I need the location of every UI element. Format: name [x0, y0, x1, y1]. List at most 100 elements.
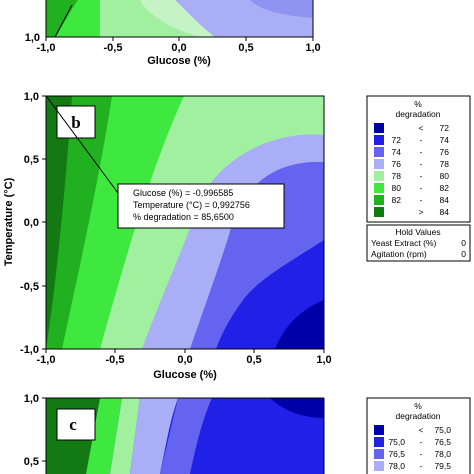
panel-b-band-lt72	[275, 300, 324, 349]
panel-c-band-lt75	[270, 398, 324, 418]
panel-b-y-tick-label: 1,0	[24, 91, 39, 103]
legend-row-6-sep: -	[420, 195, 423, 205]
legend-swatch-gt84	[374, 207, 384, 217]
panel-c-row-3-sep: -	[420, 461, 423, 471]
panel-b: b Glucose (%) = -0,996585 Temperature (°…	[3, 91, 471, 381]
panel-b-x-tick-label: 1,0	[316, 354, 331, 366]
legend-row-7-sep: >	[419, 207, 424, 217]
legend-row-0-sep: <	[419, 123, 424, 133]
panel-c-row-3-a: 78,0	[388, 461, 405, 471]
panel-c-row-1-b: 76,5	[434, 437, 451, 447]
panel-b-y-tick-label: 0,0	[24, 217, 39, 229]
legend-row-2-sep: -	[420, 147, 423, 157]
panel-b-y-tick-label: -1,0	[20, 344, 39, 356]
panel-b-x-tick-label: -0,5	[106, 354, 125, 366]
panel-c-swatch-75-76	[374, 437, 384, 447]
legend-row-3-b: 78	[440, 159, 450, 169]
hold-values-title: Hold Values	[395, 227, 440, 237]
legend-row-4-b: 80	[440, 171, 450, 181]
hold-values-row-2-label: Agitation (rpm)	[371, 249, 427, 259]
panel-a-x-tick-label: 0,5	[238, 42, 253, 54]
panel-c-row-3-b: 79,5	[434, 461, 451, 471]
legend-row-3-sep: -	[420, 159, 423, 169]
panel-a-x-tick-label: -1,0	[37, 42, 56, 54]
panel-b-x-tick-label: -1,0	[37, 354, 56, 366]
panel-c-swatch-lt75	[374, 425, 384, 435]
panel-b-x-tick-label: 0,5	[246, 354, 261, 366]
panel-b-x-tick-label: 0,0	[177, 354, 192, 366]
panel-b-y-axis-label: Temperature (°C)	[3, 177, 15, 266]
panel-c-row-0-b: 75,0	[434, 425, 451, 435]
panel-b-legend-title-2: degradation	[396, 109, 441, 119]
legend-row-5-sep: -	[420, 183, 423, 193]
panel-b-y-ticks: 1,0 0,5 0,0 -0,5 -1,0	[20, 91, 46, 356]
legend-row-0-b: 72	[440, 123, 450, 133]
panel-b-legend-title-1: %	[414, 99, 422, 109]
hold-values-row-1-label: Yeast Extract (%)	[371, 238, 437, 248]
panel-a-contour	[46, 0, 313, 37]
panel-c-row-1-sep: -	[420, 437, 423, 447]
panel-a-x-tick-label: -0,5	[104, 42, 123, 54]
panel-b-tooltip-line-1: Glucose (%) = -0,996585	[133, 188, 233, 198]
panel-c: c 1,0 0,5 % degradation < 75,0 75,0 - 76…	[24, 393, 471, 474]
panel-c-row-2-b: 78,0	[434, 449, 451, 459]
legend-row-1-a: 72	[392, 135, 402, 145]
legend-swatch-80-82	[374, 183, 384, 193]
panel-b-letter-box	[56, 105, 96, 139]
panel-c-swatch-76-78	[374, 449, 384, 459]
panel-c-row-0-sep: <	[419, 425, 424, 435]
panel-b-hold-values: Hold Values Yeast Extract (%) 0 Agitatio…	[366, 224, 471, 262]
panel-a: 1,0 -1,0 -0,5 0,0 0,5 1,0 Glucose (%)	[25, 0, 321, 67]
panel-b-tooltip	[117, 183, 285, 229]
legend-swatch-72-74	[374, 135, 384, 145]
panel-c-row-2-sep: -	[420, 449, 423, 459]
panel-c-row-1-a: 75,0	[388, 437, 405, 447]
panel-c-legend-title-1: %	[414, 401, 422, 411]
panel-c-legend: % degradation < 75,0 75,0 - 76,5 76,5 - …	[366, 397, 471, 474]
panel-a-pointer-line	[54, 4, 73, 37]
panel-b-x-axis-label: Glucose (%)	[153, 369, 217, 381]
legend-row-3-a: 76	[392, 159, 402, 169]
panel-c-swatch-78-79	[374, 461, 384, 471]
panel-c-legend-title-2: degradation	[396, 411, 441, 421]
hold-values-frame	[366, 224, 471, 262]
legend-swatch-82-84	[374, 195, 384, 205]
panel-c-band-76-78	[160, 398, 212, 474]
panel-b-y-tick-label: -0,5	[20, 281, 39, 293]
legend-row-4-sep: -	[420, 171, 423, 181]
hold-values-row-1-value: 0	[461, 238, 466, 248]
legend-row-7-b: 84	[440, 207, 450, 217]
panel-a-x-tick-label: 1,0	[305, 42, 320, 54]
panel-c-letter-box	[56, 408, 96, 441]
panel-c-band-78-79	[130, 398, 178, 474]
panel-c-legend-frame	[366, 397, 471, 474]
legend-row-6-a: 82	[392, 195, 402, 205]
panel-a-x-tick-label: 0,0	[171, 42, 186, 54]
panel-b-legend: % degradation < 72 72 - 74 74 - 76 76 - …	[366, 95, 471, 223]
legend-swatch-76-78	[374, 159, 384, 169]
panel-a-y-tick: 1,0	[25, 32, 40, 44]
panel-c-letter: c	[69, 415, 77, 434]
legend-swatch-78-80	[374, 171, 384, 181]
legend-row-5-a: 80	[392, 183, 402, 193]
legend-swatch-74-76	[374, 147, 384, 157]
legend-row-1-b: 74	[440, 135, 450, 145]
panel-b-tooltip-line-2: Temperature (°C) = 0,992756	[133, 200, 250, 210]
hold-values-row-2-value: 0	[461, 249, 466, 259]
panel-b-x-ticks: -1,0 -0,5 0,0 0,5 1,0	[37, 349, 332, 366]
panel-a-x-axis-label: Glucose (%)	[147, 55, 211, 67]
panel-b-tooltip-line-3: % degradation = 85,6500	[133, 212, 234, 222]
legend-row-1-sep: -	[420, 135, 423, 145]
panel-b-y-tick-label: 0,5	[24, 154, 39, 166]
panel-c-row-2-a: 76,5	[388, 449, 405, 459]
legend-swatch-lt72	[374, 123, 384, 133]
panel-b-pointer-line	[46, 96, 119, 194]
legend-row-2-b: 76	[440, 147, 450, 157]
legend-row-6-b: 84	[440, 195, 450, 205]
panel-c-y-tick-label: 1,0	[24, 393, 39, 405]
legend-row-4-a: 78	[392, 171, 402, 181]
panel-c-y-tick-label: 0,5	[24, 456, 39, 468]
panel-b-legend-frame	[366, 95, 471, 223]
panel-a-x-ticks: -1,0 -0,5 0,0 0,5 1,0	[37, 37, 321, 54]
